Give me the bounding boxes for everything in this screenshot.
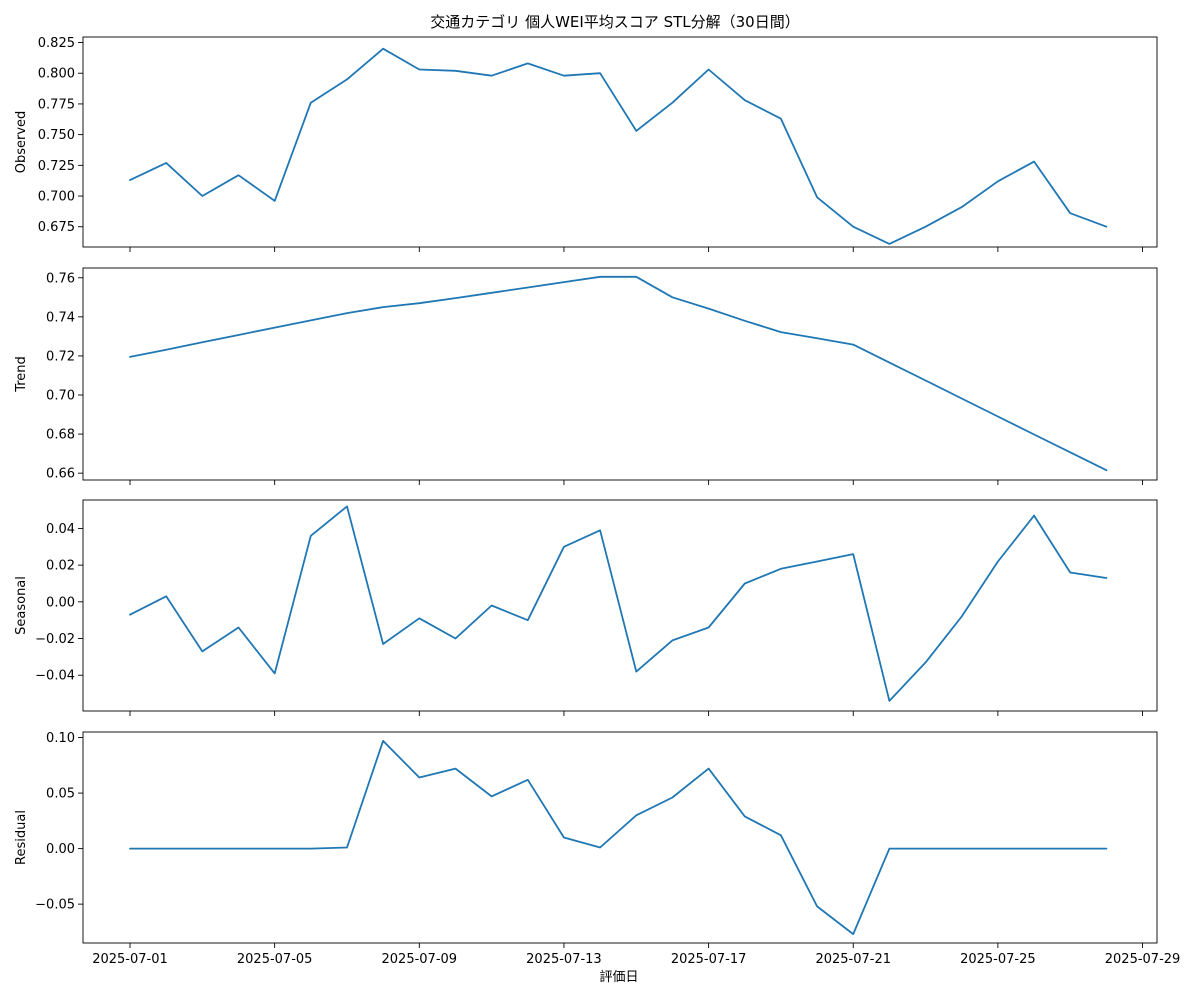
residual-y-tick-label: −0.05: [35, 898, 75, 913]
residual-axes-frame: [82, 731, 1158, 944]
x-tick-label: 2025-07-01: [92, 952, 168, 967]
observed-series-line: [129, 47, 1108, 245]
seasonal-series-line: [129, 505, 1108, 702]
trend-y-tick-label: 0.74: [46, 310, 75, 325]
panels: 0.675 0.700 0.725 0.750 0.775 0.800 0.825 Obser…: [14, 36, 1180, 967]
residual-y-tick-label: 0.10: [46, 731, 75, 746]
trend-y-tick-label: 0.72: [46, 349, 75, 364]
trend-series-line: [129, 275, 1108, 472]
trend-y-tick-label: 0.70: [46, 389, 75, 404]
seasonal-y-tick-label: −0.04: [35, 669, 75, 684]
seasonal-y-tick-label: −0.02: [35, 632, 75, 647]
x-tick-label: 2025-07-05: [237, 952, 313, 967]
observed-y-axis-label: Observed: [14, 111, 29, 174]
residual-panel: −0.05 0.00 0.05 0.10 Residual 2025-07-01 2025-…: [14, 731, 1180, 967]
seasonal-y-tick-label: 0.04: [46, 522, 75, 537]
x-tick-label: 2025-07-25: [960, 952, 1036, 967]
trend-panel: 0.66 0.68 0.70 0.72 0.74 0.76 Trend: [14, 267, 1158, 485]
trend-y-tick-label: 0.76: [46, 271, 75, 286]
observed-y-tick-label: 0.775: [38, 97, 75, 112]
x-tick-label: 2025-07-29: [1105, 952, 1181, 967]
trend-y-axis-label: Trend: [14, 356, 29, 393]
trend-y-tick-label: 0.68: [46, 428, 75, 443]
residual-series-line: [129, 740, 1108, 935]
observed-y-tick-label: 0.825: [38, 36, 75, 51]
observed-y-tick-label: 0.750: [38, 128, 75, 143]
seasonal-y-axis-label: Seasonal: [14, 576, 29, 635]
residual-y-tick-label: 0.05: [46, 787, 75, 802]
trend-axes-frame: [82, 267, 1158, 481]
x-tick-label: 2025-07-13: [526, 952, 602, 967]
observed-y-tick-label: 0.700: [38, 190, 75, 205]
observed-axes-frame: [82, 36, 1158, 248]
seasonal-y-tick-label: 0.00: [46, 595, 75, 610]
observed-y-tick-label: 0.800: [38, 67, 75, 82]
x-tick-label: 2025-07-17: [671, 952, 747, 967]
x-tick-label: 2025-07-21: [815, 952, 891, 967]
observed-panel: 0.675 0.700 0.725 0.750 0.775 0.800 0.825 Obser…: [14, 36, 1158, 252]
x-axis-label: 評価日: [599, 970, 638, 985]
seasonal-y-tick-label: 0.02: [46, 559, 75, 574]
observed-y-tick-label: 0.725: [38, 159, 75, 174]
x-tick-label: 2025-07-09: [382, 952, 458, 967]
trend-y-tick-label: 0.66: [46, 467, 75, 482]
residual-y-tick-label: 0.00: [46, 842, 75, 857]
residual-y-axis-label: Residual: [14, 810, 29, 865]
observed-y-tick-label: 0.675: [38, 220, 75, 235]
seasonal-panel: −0.04 −0.02 0.00 0.02 0.04 Seasonal: [14, 499, 1158, 716]
chart-title: 交通カテゴリ 個人WEI平均スコア STL分解（30日間）: [430, 13, 799, 31]
seasonal-axes-frame: [82, 499, 1158, 712]
